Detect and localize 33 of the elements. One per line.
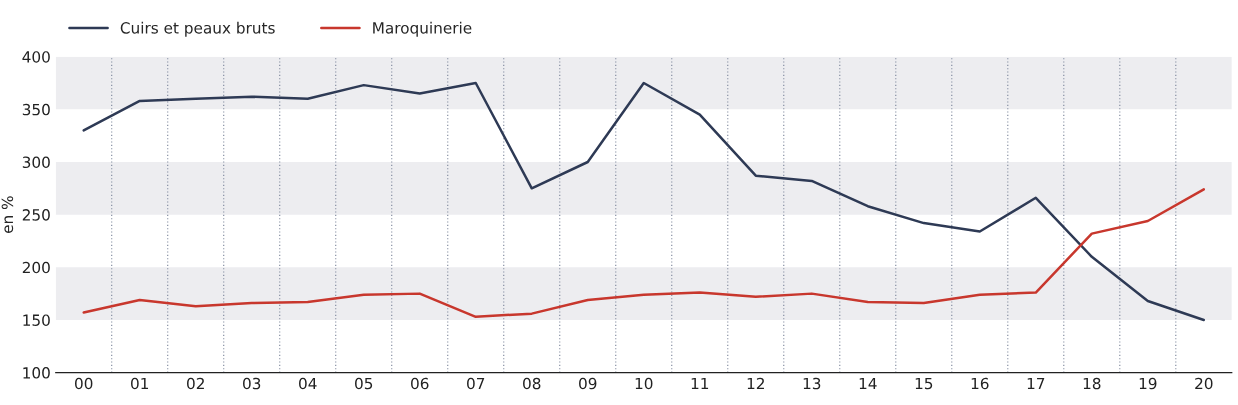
x-tick-label: 03 (243, 377, 261, 390)
x-tick-label: 10 (635, 377, 653, 390)
x-tick-label: 08 (523, 377, 541, 390)
legend-label: Cuirs et peaux bruts (120, 21, 275, 37)
y-tick-label: 300 (22, 156, 50, 169)
line-series (82, 188, 1206, 319)
y-axis-title: en % (1, 196, 14, 234)
x-tick-label: 06 (411, 377, 429, 390)
x-tick-label: 18 (1083, 377, 1101, 390)
x-tick-label: 20 (1195, 377, 1213, 390)
x-tick-label: 11 (691, 377, 709, 390)
y-tick-label: 250 (22, 209, 50, 221)
x-tick-label: 12 (747, 377, 764, 390)
y-tick-label: 150 (23, 314, 50, 326)
y-tick-label: 350 (22, 103, 50, 116)
x-tick-label: 14 (859, 377, 877, 390)
x-tick-label: 00 (75, 377, 93, 390)
x-tick-label: 01 (131, 377, 149, 390)
x-tick-label: 02 (187, 377, 204, 390)
line-series (82, 81, 1206, 322)
y-tick-label: 200 (22, 261, 50, 274)
x-tick-label: 05 (355, 377, 373, 390)
x-tick-label: 07 (467, 377, 485, 390)
x-tick-label: 04 (299, 377, 317, 390)
y-tick-label: 100 (23, 367, 50, 379)
x-tick-label: 17 (1027, 377, 1045, 390)
x-tick-label: 09 (579, 377, 597, 390)
legend-label: Maroquinerie (373, 21, 472, 37)
y-tick-label: 400 (22, 51, 50, 63)
x-tick-label: 13 (803, 377, 821, 390)
x-tick-label: 19 (1139, 377, 1157, 390)
x-tick-label: 16 (971, 377, 989, 390)
x-tick-label: 15 (915, 377, 933, 390)
